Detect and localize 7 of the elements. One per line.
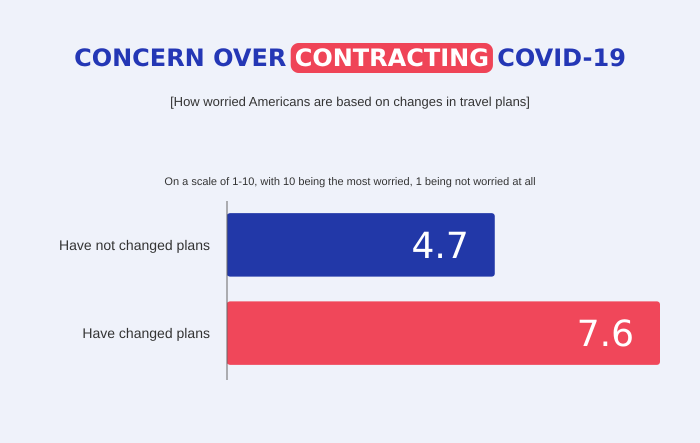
text: On a scale of 1-10, with 10 being the most worried, 1 being not worried at all <box>164 176 536 188</box>
y-tick-label: Have not changed plans <box>59 236 210 253</box>
data-label: 7.6 <box>576 314 634 356</box>
chart-subtitle: [How worried Americans are based on changes in travel plans] <box>170 94 530 109</box>
chart-title: CONCERN OVER CONTRACTING COVID-19 <box>74 44 626 72</box>
data-label: 4.7 <box>412 226 469 267</box>
y-tick-label: Have changed plans <box>82 325 210 342</box>
